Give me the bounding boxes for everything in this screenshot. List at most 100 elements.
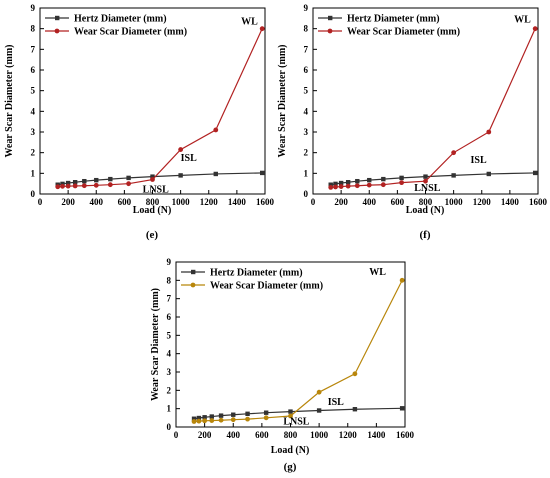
hertz-point (191, 416, 197, 421)
wear-scar-point (209, 418, 215, 423)
legend: Hertz Diameter (mm) Wear Scar Diameter (m… (181, 268, 323, 292)
hertz-point (202, 415, 207, 420)
wear-scar-point (150, 177, 155, 182)
y-tick-label: 9 (31, 3, 36, 13)
wear-scar-point (107, 182, 113, 188)
wear-scar-point (486, 129, 492, 135)
wear-scar-point (191, 419, 197, 424)
hertz-point (486, 171, 491, 177)
x-tick-label: 1400 (367, 430, 386, 440)
x-tick-label: 1600 (529, 197, 548, 207)
x-tick-label: 400 (363, 197, 377, 207)
wear-scar-point (338, 184, 344, 189)
hertz-point (259, 170, 265, 176)
legend-marker-circle (190, 282, 196, 288)
y-tick-label: 2 (304, 148, 309, 158)
wear-scar-point (354, 183, 360, 189)
y-tick-label: 8 (167, 275, 172, 285)
legend-marker-square (328, 15, 333, 21)
x-tick-label: 200 (334, 197, 348, 207)
y-tick-label: 2 (31, 148, 36, 158)
hertz-point (150, 174, 155, 179)
legend-marker-square (55, 15, 60, 21)
wear-scar-point (328, 184, 334, 190)
x-tick-label: 1200 (339, 430, 358, 440)
wear-scar-point (65, 183, 71, 189)
wear-scar-point (218, 417, 224, 423)
legend-entry: Hertz Diameter (mm) (347, 14, 440, 25)
annotation-wl: WL (369, 267, 386, 278)
chart-panel-1: 0 200 400 600 800 1000 1200 1400 1600 0 1 2 3 4 5 6 7 8 9 L… (4, 3, 275, 241)
annotation-lnsl: LNSL (414, 183, 440, 194)
series-line-wear-scar (57, 28, 263, 188)
wear-scar-point (345, 183, 351, 189)
y-axis-label: Wear Scar Diameter (mm) (4, 44, 15, 157)
y-tick-label: 7 (31, 44, 36, 54)
y-tick-label: 4 (31, 106, 36, 116)
x-tick-label: 1200 (473, 197, 492, 207)
wear-scar-point (352, 371, 358, 377)
hertz-point (399, 175, 404, 181)
y-tick-label: 5 (304, 86, 309, 96)
hertz-point (352, 407, 358, 412)
x-tick-label: 1200 (200, 197, 219, 207)
y-tick-label: 2 (167, 385, 172, 395)
hertz-point (423, 174, 428, 179)
x-tick-label: 1000 (445, 197, 464, 207)
y-tick-label: 6 (304, 65, 309, 75)
wear-scar-point (380, 182, 386, 188)
x-axis-label: Load (N) (133, 205, 172, 216)
hertz-point (213, 171, 218, 177)
annotation-lnsl: LNSL (283, 416, 309, 427)
x-tick-label: 0 (38, 197, 43, 207)
panel-label: (f) (420, 229, 431, 241)
x-tick-label: 1000 (172, 197, 191, 207)
hertz-point (178, 173, 183, 178)
wear-scar-point (230, 417, 236, 423)
hertz-point (60, 181, 65, 187)
legend-marker-circle (327, 28, 333, 34)
wear-scar-point (60, 183, 65, 189)
hertz-point (288, 409, 293, 414)
hertz-point (381, 176, 386, 182)
y-axis-label: Wear Scar Diameter (mm) (150, 288, 161, 401)
panel-label: (e) (146, 229, 159, 241)
hertz-point (231, 412, 236, 417)
x-tick-label: 600 (391, 197, 405, 207)
hertz-point (209, 414, 214, 419)
y-tick-label: 8 (31, 24, 36, 34)
legend-entry: Hertz Diameter (mm) (210, 268, 303, 279)
wear-scar-point (423, 178, 428, 184)
x-tick-label: 1400 (228, 197, 247, 207)
chart-panel-3: 0 200 400 600 800 1000 1200 1400 1600 0 1 2 3 4 5 6 7 8 9 L… (150, 257, 415, 473)
wear-scar-point (366, 182, 372, 188)
annotation-isl: ISL (328, 397, 344, 408)
hertz-point (451, 173, 456, 178)
wear-scar-point (333, 184, 338, 190)
hertz-point (82, 178, 87, 184)
annotation-wl: WL (241, 17, 258, 28)
wear-scar-point (196, 418, 202, 424)
wear-scar-point (72, 183, 78, 189)
y-tick-label: 5 (31, 86, 36, 96)
hertz-point (94, 177, 99, 183)
x-tick-label: 0 (311, 197, 316, 207)
y-tick-label: 1 (167, 404, 172, 414)
x-tick-label: 1600 (256, 197, 275, 207)
y-tick-label: 0 (31, 189, 36, 199)
wear-scar-point (245, 416, 250, 422)
wear-scar-point (259, 26, 265, 32)
x-tick-label: 600 (118, 197, 132, 207)
hertz-point (316, 408, 322, 413)
hertz-point (65, 180, 71, 186)
hertz-point (532, 170, 538, 176)
x-tick-label: 400 (227, 430, 241, 440)
x-tick-label: 1600 (396, 430, 415, 440)
annotation-lnsl: LNSL (143, 184, 169, 195)
x-tick-label: 400 (90, 197, 104, 207)
wear-scar-point (93, 182, 99, 188)
hertz-point (367, 177, 372, 183)
y-tick-label: 3 (31, 127, 36, 137)
series-line-wear-scar (193, 280, 403, 423)
